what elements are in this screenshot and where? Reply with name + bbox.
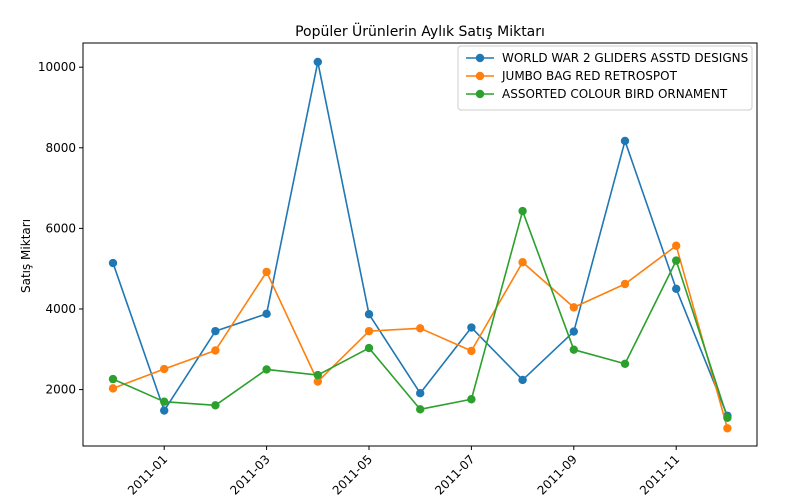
data-point <box>620 136 630 146</box>
x-axis: 2011-01 2011-03 2011-05 2011-07 2011-09 2011-… <box>125 446 682 498</box>
x-tick-label: 2011-03 <box>227 452 272 497</box>
data-point <box>262 309 271 319</box>
series-1 <box>108 241 732 433</box>
y-tick-label: 4000 <box>45 302 76 316</box>
data-point <box>108 384 118 393</box>
data-point <box>416 389 425 398</box>
legend-box <box>457 45 753 111</box>
data-point <box>467 346 476 356</box>
data-point <box>620 279 630 289</box>
data-point <box>160 364 169 374</box>
legend-label: WORLD WAR 2 GLIDERS ASSTD DESIGNS <box>502 51 748 65</box>
data-point <box>364 310 374 319</box>
y-tick-label: 10000 <box>38 60 76 74</box>
data-point <box>467 395 476 404</box>
x-tick-label: 2011-09 <box>535 452 580 497</box>
data-point <box>211 326 220 336</box>
legend-marker <box>475 71 485 81</box>
chart-title: Popüler Ürünlerin Aylık Satış Miktarı <box>295 22 545 40</box>
legend: WORLD WAR 2 GLIDERS ASSTD DESIGNS JUMBO B… <box>457 45 753 111</box>
x-tick-label: 2011-05 <box>330 452 375 497</box>
plot-area-frame <box>82 42 758 447</box>
data-point <box>518 375 527 385</box>
data-point <box>518 258 527 267</box>
data-point <box>416 324 425 333</box>
data-point <box>620 359 630 368</box>
data-point <box>313 57 322 67</box>
legend-marker <box>475 53 485 63</box>
y-tick-label: 8000 <box>45 141 76 155</box>
data-point <box>672 284 681 294</box>
data-point <box>160 397 169 406</box>
legend-label: JUMBO BAG RED RETROSPOT <box>501 69 678 83</box>
data-point <box>313 377 322 386</box>
series-line <box>112 61 729 417</box>
y-tick-label: 2000 <box>45 383 76 397</box>
data-point <box>108 258 118 268</box>
data-point <box>108 374 118 384</box>
x-tick-label: 2011-11 <box>637 452 682 497</box>
legend-label: ASSORTED COLOUR BIRD ORNAMENT <box>502 87 728 101</box>
data-point <box>262 267 271 277</box>
y-axis-label: Satış Miktarı <box>19 219 33 293</box>
data-point <box>160 406 169 415</box>
series-line <box>112 210 729 419</box>
data-point <box>467 323 476 332</box>
data-point <box>723 424 732 433</box>
data-point <box>262 365 271 374</box>
data-point <box>416 405 425 414</box>
data-point <box>672 241 681 250</box>
data-point <box>211 401 220 410</box>
data-point <box>723 413 732 422</box>
data-point <box>364 343 374 353</box>
data-point <box>569 303 578 312</box>
x-tick-label: 2011-01 <box>125 452 170 497</box>
data-point <box>672 256 681 265</box>
data-point <box>569 345 578 354</box>
legend-marker <box>475 89 485 99</box>
series-line <box>112 244 729 429</box>
y-tick-label: 6000 <box>45 221 76 235</box>
series-0 <box>108 57 732 420</box>
x-tick-label: 2011-07 <box>432 452 477 497</box>
data-point <box>313 370 322 380</box>
series-group <box>108 57 732 433</box>
y-axis: 2000 4000 6000 8000 10000 <box>38 60 83 397</box>
data-point <box>364 326 374 336</box>
series-2 <box>108 206 732 422</box>
data-point <box>211 346 220 355</box>
data-point <box>518 206 527 216</box>
data-point <box>569 327 578 336</box>
